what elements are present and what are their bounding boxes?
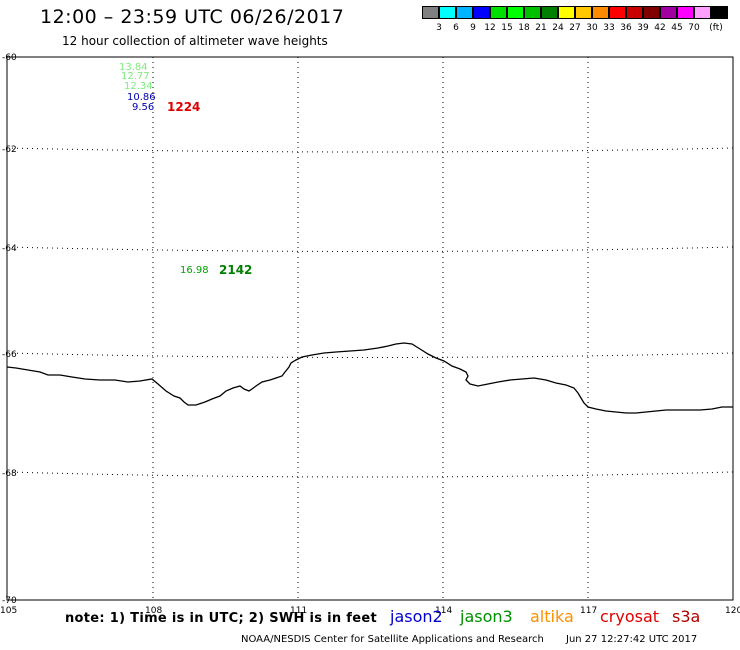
parallel-68 xyxy=(6,471,734,478)
legend-swatch-2 xyxy=(456,6,473,19)
wave-height-value: 12.77 xyxy=(121,71,150,82)
wave-height-value: 10.86 xyxy=(127,92,156,103)
lon-label-117: 117 xyxy=(580,606,597,616)
legend-swatch-15 xyxy=(677,6,694,19)
units-note: note: 1) Time is in UTC; 2) SWH is in fe… xyxy=(65,611,377,626)
lat-label-68: -68 xyxy=(2,469,17,479)
legend-swatch-13 xyxy=(643,6,660,19)
legend-label-6: 18 xyxy=(518,23,530,33)
legend-label-1: 3 xyxy=(436,23,442,33)
satellite-jason2: jason2 xyxy=(390,607,443,626)
legend-label-11: 33 xyxy=(603,23,615,33)
legend-swatch-10 xyxy=(592,6,609,19)
lat-label-64: -64 xyxy=(2,244,17,254)
legend-swatch-8 xyxy=(558,6,575,19)
legend-label-8: 24 xyxy=(552,23,564,33)
satellite-jason3: jason3 xyxy=(460,607,513,626)
legend-label-4: 12 xyxy=(484,23,496,33)
satellite-altika: altika xyxy=(530,607,574,626)
lat-label-60: -60 xyxy=(2,53,17,63)
legend-swatch-9 xyxy=(575,6,592,19)
parallel-64 xyxy=(6,246,734,252)
legend-swatch-12 xyxy=(626,6,643,19)
lon-label-111: 111 xyxy=(290,606,307,616)
lon-label-108: 108 xyxy=(145,606,162,616)
graticule xyxy=(6,57,734,600)
map-subtitle: 12 hour collection of altimeter wave hei… xyxy=(62,34,328,48)
legend-swatch-16 xyxy=(694,6,711,19)
legend-label-13: 39 xyxy=(637,23,649,33)
lon-label-120: 120 xyxy=(725,606,740,616)
lat-label-66: -66 xyxy=(2,350,17,360)
lat-label-62: -62 xyxy=(2,145,17,155)
wave-height-value: 12.34 xyxy=(124,81,153,92)
legend-label-14: 42 xyxy=(654,23,666,33)
footer-timestamp: Jun 27 12:27:42 UTC 2017 xyxy=(566,634,698,645)
lon-label-114: 114 xyxy=(435,606,452,616)
parallel-62 xyxy=(6,147,734,153)
legend-swatch-3 xyxy=(473,6,490,19)
lat-label-70: -70 xyxy=(2,596,17,606)
satellite-cryosat: cryosat xyxy=(600,607,660,626)
wave-height-value: 9.56 xyxy=(132,102,154,113)
legend-label-2: 6 xyxy=(453,23,459,33)
legend-label-3: 9 xyxy=(470,23,476,33)
legend-swatch-4 xyxy=(490,6,507,19)
legend-swatch-17 xyxy=(711,6,728,19)
footer-credit: NOAA/NESDIS Center for Satellite Applica… xyxy=(241,634,544,645)
satellite-s3a: s3a xyxy=(672,607,701,626)
legend-label-15: 45 xyxy=(671,23,683,33)
legend-label-12: 36 xyxy=(620,23,632,33)
legend-swatch-11 xyxy=(609,6,626,19)
coastline xyxy=(6,342,733,414)
parallel-66 xyxy=(6,352,734,358)
legend-label-16: 70 xyxy=(688,23,700,33)
legend-label-5: 15 xyxy=(501,23,513,33)
legend-label-7: 21 xyxy=(535,23,547,33)
pass-time-label: 2142 xyxy=(219,263,252,277)
wave-height-value: 13.84 xyxy=(119,62,148,73)
wave-height-value: 16.98 xyxy=(180,265,209,276)
lon-label-105: 105 xyxy=(0,606,17,616)
map-frame xyxy=(6,56,734,601)
map-title: 12:00 – 23:59 UTC 06/26/2017 xyxy=(40,6,345,28)
legend-swatch-1 xyxy=(439,6,456,19)
legend-swatch-0 xyxy=(422,6,439,19)
legend-swatch-14 xyxy=(660,6,677,19)
legend-label-10: 30 xyxy=(586,23,598,33)
pass-time-label: 1224 xyxy=(167,100,200,114)
legend-label-9: 27 xyxy=(569,23,581,33)
legend-swatch-5 xyxy=(507,6,524,19)
legend-swatch-7 xyxy=(541,6,558,19)
legend-unit: (ft) xyxy=(709,23,723,33)
legend-swatch-6 xyxy=(524,6,541,19)
